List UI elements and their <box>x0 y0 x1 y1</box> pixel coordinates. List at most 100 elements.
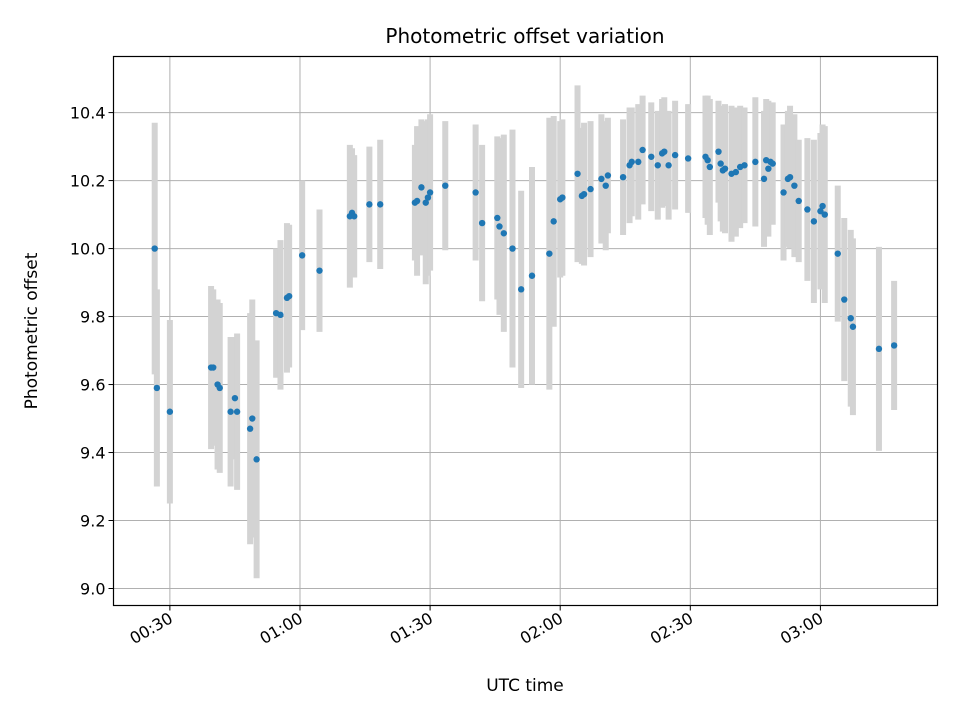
data-point <box>316 267 323 274</box>
data-point <box>472 189 479 196</box>
y-tick-label: 10.2 <box>70 172 106 191</box>
data-point <box>810 218 818 225</box>
data-point <box>413 197 421 205</box>
data-point <box>780 189 787 196</box>
data-point <box>819 202 826 210</box>
data-point <box>494 214 501 222</box>
x-tick-label: 02:30 <box>647 609 696 649</box>
data-point <box>834 250 841 257</box>
data-point <box>654 162 661 169</box>
x-tick-label: 03:00 <box>777 609 826 649</box>
data-point <box>741 162 748 169</box>
data-point <box>350 213 358 220</box>
data-point <box>559 194 566 201</box>
data-point <box>550 218 557 225</box>
data-point <box>426 189 434 196</box>
data-point <box>587 185 594 193</box>
data-point <box>478 219 486 227</box>
grid-lines <box>113 56 938 606</box>
data-point <box>760 175 768 183</box>
data-point <box>769 160 776 167</box>
data-point <box>442 182 449 189</box>
data-point <box>628 158 635 166</box>
data-point <box>418 184 425 191</box>
data-point <box>285 292 293 300</box>
data-point <box>153 384 161 392</box>
data-point <box>517 286 525 293</box>
data-point <box>366 201 373 208</box>
data-point <box>500 230 508 237</box>
data-point <box>765 165 772 172</box>
data-point <box>233 408 241 415</box>
data-point <box>732 168 740 176</box>
y-axis-ticks: 9.0 9.2 9.4 9.6 9.8 10.0 10.2 10.4 <box>70 104 114 599</box>
y-tick-label: 9.6 <box>80 376 105 395</box>
data-point <box>671 151 679 159</box>
data-point <box>574 170 581 177</box>
y-tick-label: 10.0 <box>70 240 106 259</box>
y-axis-label: Photometric offset <box>22 252 42 409</box>
error-bars <box>151 85 898 579</box>
x-axis-label: UTC time <box>486 676 564 696</box>
data-point <box>619 173 627 181</box>
x-tick-label: 01:30 <box>387 609 436 649</box>
data-point <box>791 182 798 189</box>
y-tick-label: 9.4 <box>80 444 105 463</box>
data-point <box>422 199 429 206</box>
chart-title: Photometric offset variation <box>385 24 664 48</box>
data-point <box>528 272 536 279</box>
data-point <box>424 194 432 201</box>
data-point <box>249 415 256 422</box>
data-point <box>227 408 234 415</box>
data-point <box>821 211 828 218</box>
data-point <box>717 160 724 167</box>
data-point <box>598 175 605 183</box>
data-point <box>849 323 857 330</box>
data-point <box>890 342 898 349</box>
data-point <box>786 173 794 181</box>
data-point <box>795 197 802 205</box>
data-point <box>509 245 516 252</box>
data-point <box>580 190 588 198</box>
data-point <box>665 162 672 169</box>
plot-frame <box>112 55 939 607</box>
data-point <box>166 408 174 415</box>
data-point <box>546 250 553 257</box>
x-tick-label: 01:00 <box>257 609 306 649</box>
x-tick-label: 00:30 <box>126 609 175 649</box>
data-point <box>635 158 642 166</box>
data-point <box>602 182 609 189</box>
y-tick-label: 9.8 <box>80 308 105 327</box>
data-point <box>377 201 384 208</box>
y-tick-label: 9.0 <box>80 580 105 599</box>
data-point <box>817 207 824 215</box>
data-point <box>752 158 759 166</box>
data-point <box>298 252 306 259</box>
data-point <box>231 394 239 402</box>
data-point <box>841 296 848 303</box>
x-axis-ticks: 00:30 01:00 01:30 02:00 02:30 03:00 <box>126 605 826 649</box>
data-point <box>721 165 729 172</box>
data-point <box>706 163 714 171</box>
x-tick-label: 02:00 <box>517 609 566 649</box>
data-point <box>277 311 284 319</box>
data-point <box>684 155 692 162</box>
data-point <box>875 345 883 353</box>
data-point <box>496 223 503 230</box>
data-point <box>704 156 711 164</box>
data-point <box>210 364 217 371</box>
data-point <box>847 315 854 322</box>
data-point <box>246 425 254 432</box>
data-point <box>151 245 158 252</box>
y-tick-label: 10.4 <box>70 104 106 123</box>
data-point <box>639 146 646 154</box>
data-point <box>253 456 260 463</box>
data-point <box>661 148 668 155</box>
data-points <box>151 146 898 463</box>
data-point <box>804 206 811 213</box>
y-tick-label: 9.2 <box>80 512 105 531</box>
data-point <box>648 153 655 160</box>
data-point <box>216 384 223 392</box>
data-point <box>604 172 612 179</box>
